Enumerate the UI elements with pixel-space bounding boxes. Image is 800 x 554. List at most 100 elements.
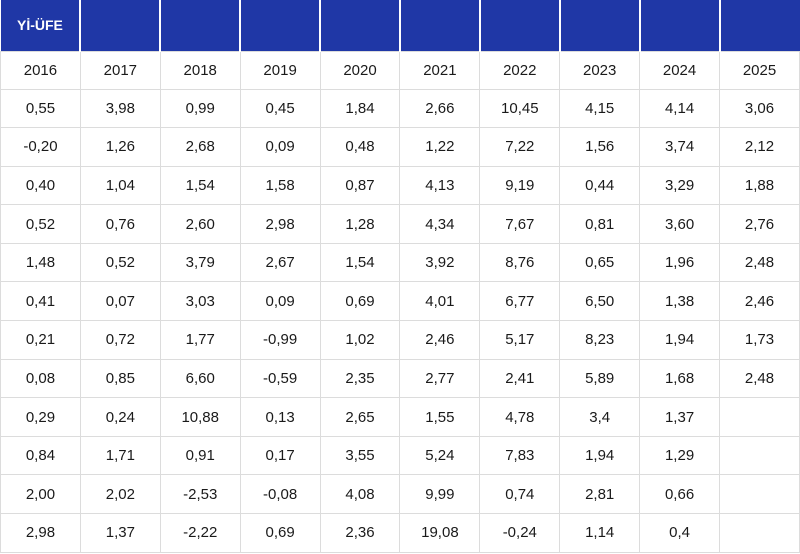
value-cell: 9,19	[479, 165, 561, 206]
value-cell: 0,13	[239, 397, 321, 437]
header-cell	[559, 0, 641, 51]
value-cell: 4,14	[639, 88, 721, 129]
value-cell: 0,52	[0, 204, 81, 244]
header-cell	[159, 0, 242, 51]
year-cell: 2022	[479, 50, 561, 90]
value-cell: 0,76	[79, 204, 161, 244]
value-cell: 1,28	[319, 204, 401, 244]
value-cell: 1,37	[79, 513, 161, 553]
value-cell: 1,48	[0, 242, 81, 283]
value-cell: -2,22	[159, 513, 241, 553]
value-cell: -0,99	[239, 320, 321, 360]
value-cell: 5,89	[559, 358, 641, 399]
year-cell: 2018	[159, 50, 241, 90]
value-cell: 3,98	[79, 88, 161, 129]
value-cell: 8,76	[479, 242, 561, 283]
value-cell: 0,74	[479, 474, 561, 515]
value-cell: 4,13	[399, 165, 481, 206]
value-cell: 0,45	[239, 88, 321, 129]
value-cell: 19,08	[399, 513, 481, 553]
value-cell: 1,77	[159, 320, 241, 360]
table-row: 0,40 1,04 1,54 1,58 0,87 4,13 9,19 0,44 3,29 1,88	[0, 165, 800, 206]
value-cell: 3,60	[639, 204, 721, 244]
value-cell: 1,02	[319, 320, 401, 360]
value-cell: 0,52	[79, 242, 161, 283]
value-cell: 1,26	[79, 127, 161, 167]
value-cell: 0,4	[639, 513, 721, 553]
value-cell: 1,73	[719, 320, 800, 360]
year-row: 2016 2017 2018 2019 2020 2021 2022 2023 …	[0, 50, 800, 90]
value-cell	[719, 474, 800, 515]
table-row: 0,08 0,85 6,60 -0,59 2,35 2,77 2,41 5,89 1,68 2,4…	[0, 358, 800, 399]
value-cell	[719, 435, 800, 476]
value-cell: -0,59	[239, 358, 321, 399]
value-cell: 3,79	[159, 242, 241, 283]
value-cell	[719, 397, 800, 437]
value-cell: 0,87	[319, 165, 401, 206]
year-cell: 2019	[239, 50, 321, 90]
value-cell: 1,22	[399, 127, 481, 167]
value-cell: 2,00	[0, 474, 81, 515]
value-cell: 1,56	[559, 127, 641, 167]
table-row: 0,21 0,72 1,77 -0,99 1,02 2,46 5,17 8,23 1,94 1,7…	[0, 320, 800, 360]
table-row: 0,41 0,07 3,03 0,09 0,69 4,01 6,77 6,50 1,38 2,46	[0, 281, 800, 322]
value-cell: 1,37	[639, 397, 721, 437]
value-cell: 0,81	[559, 204, 641, 244]
value-cell: 0,72	[79, 320, 161, 360]
value-cell: 1,84	[319, 88, 401, 129]
value-cell: 2,48	[719, 358, 800, 399]
value-cell: 2,98	[239, 204, 321, 244]
value-cell: 3,03	[159, 281, 241, 322]
table-body: 2016 2017 2018 2019 2020 2021 2022 2023 …	[0, 50, 800, 553]
year-cell: 2025	[719, 50, 800, 90]
value-cell: 6,50	[559, 281, 641, 322]
value-cell: 0,69	[319, 281, 401, 322]
value-cell: 2,48	[719, 242, 800, 283]
year-cell: 2016	[0, 50, 81, 90]
header-cell	[319, 0, 401, 51]
value-cell: 1,29	[639, 435, 721, 476]
value-cell: 2,66	[399, 88, 481, 129]
value-cell: 1,04	[79, 165, 161, 206]
value-cell: 6,60	[159, 358, 241, 399]
year-cell: 2017	[79, 50, 161, 90]
value-cell: 1,38	[639, 281, 721, 322]
value-cell: 3,06	[719, 88, 800, 129]
header-cell	[639, 0, 721, 51]
value-cell: 1,96	[639, 242, 721, 283]
table-row: 2,98 1,37 -2,22 0,69 2,36 19,08 -0,24 1,14 0,4	[0, 513, 800, 553]
value-cell: 0,99	[159, 88, 241, 129]
value-cell: 0,29	[0, 397, 81, 437]
table-row: 1,48 0,52 3,79 2,67 1,54 3,92 8,76 0,65 1,96 2,48	[0, 242, 800, 283]
value-cell: 1,71	[79, 435, 161, 476]
value-cell: 2,77	[399, 358, 481, 399]
value-cell: 0,44	[559, 165, 641, 206]
table-row: 0,52 0,76 2,60 2,98 1,28 4,34 7,67 0,81 3,60 2,76	[0, 204, 800, 244]
year-cell: 2023	[559, 50, 641, 90]
value-cell: 3,74	[639, 127, 721, 167]
value-cell: 2,60	[159, 204, 241, 244]
value-cell: 0,65	[559, 242, 641, 283]
value-cell: 3,4	[559, 397, 641, 437]
value-cell: -0,08	[239, 474, 321, 515]
value-cell: 1,54	[159, 165, 241, 206]
value-cell: 1,58	[239, 165, 321, 206]
value-cell: 3,55	[319, 435, 401, 476]
value-cell: 6,77	[479, 281, 561, 322]
value-cell: 7,83	[479, 435, 561, 476]
value-cell: 2,65	[319, 397, 401, 437]
value-cell: 0,48	[319, 127, 401, 167]
header-cell	[239, 0, 322, 51]
value-cell: 8,23	[559, 320, 641, 360]
value-cell: 4,01	[399, 281, 481, 322]
value-cell: 0,09	[239, 127, 321, 167]
value-cell: 1,88	[719, 165, 800, 206]
value-cell: 2,98	[0, 513, 81, 553]
header-cell	[479, 0, 561, 51]
value-cell: 2,02	[79, 474, 161, 515]
value-cell: 5,24	[399, 435, 481, 476]
value-cell: 1,94	[639, 320, 721, 360]
value-cell: 1,68	[639, 358, 721, 399]
value-cell: 0,55	[0, 88, 81, 129]
